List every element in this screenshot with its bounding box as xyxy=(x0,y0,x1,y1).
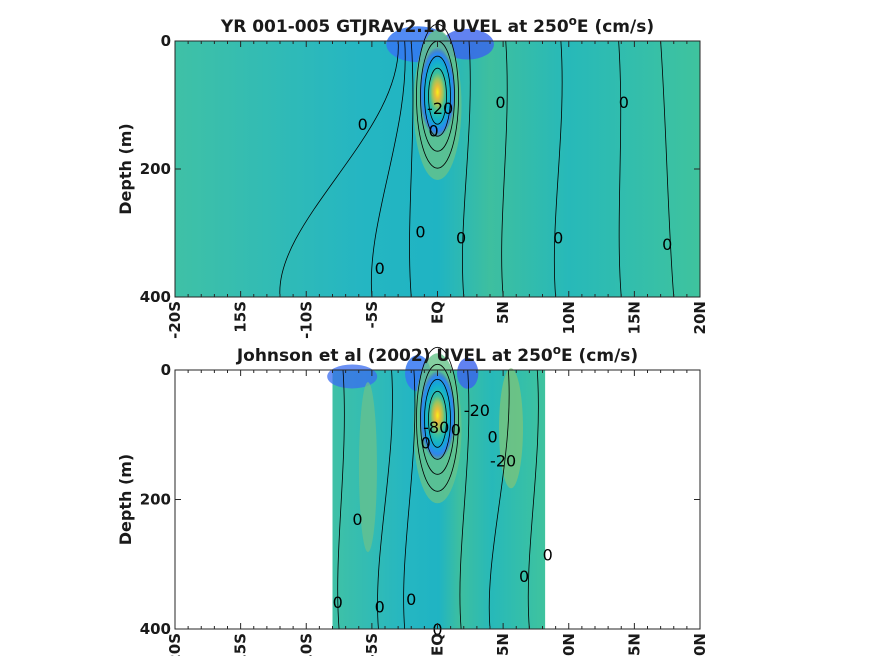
contour-label: 0 xyxy=(543,546,553,565)
x-tick-label: 15N xyxy=(625,301,643,334)
contour-label: 0 xyxy=(495,93,505,112)
x-tick-label: -5S xyxy=(363,301,381,328)
x-tick-label: -20S xyxy=(166,301,184,339)
x-tick-label: -10S xyxy=(297,301,315,339)
contour-label: 0 xyxy=(375,259,385,278)
contour-lines xyxy=(279,23,675,298)
eastward-flow-band xyxy=(358,382,377,553)
contour-line xyxy=(424,55,451,137)
contour-line xyxy=(403,369,416,630)
contour-label: 0 xyxy=(553,228,563,247)
contour-label: 0 xyxy=(662,235,672,254)
contour-lines xyxy=(337,346,539,630)
contour-label: 0 xyxy=(352,510,362,529)
x-tick-label: 15N xyxy=(625,633,643,656)
contour-line xyxy=(416,346,459,492)
x-tick-label: 10N xyxy=(560,301,578,334)
undercurrent-core xyxy=(419,47,456,138)
contour-line xyxy=(553,40,563,298)
contour-label: -20 xyxy=(464,401,490,420)
contour-line xyxy=(337,369,345,630)
y-axis-label: Depth (m) xyxy=(116,454,135,546)
contour-label: 0 xyxy=(415,223,425,242)
x-tick-label: 10N xyxy=(560,633,578,656)
chart-panel-1: 0 -20 0 0 0 0 0 0 0 0 -20S 15S -10S -5S EQ 5N 10N 15N 20N 0… xyxy=(116,14,709,339)
contour-label: 0 xyxy=(488,428,498,447)
contour-line xyxy=(618,40,622,298)
x-tick-label: -5S xyxy=(363,633,381,656)
contour-line xyxy=(428,67,447,125)
x-tick-label: 15S xyxy=(232,301,250,333)
y-tick-label: 400 xyxy=(140,620,171,638)
contour-line xyxy=(459,369,470,630)
y-tick-label: 0 xyxy=(161,32,171,50)
x-tick-label: -10S xyxy=(297,633,315,656)
contour-line xyxy=(462,40,471,298)
contour-label: 0 xyxy=(375,597,385,616)
contour-line xyxy=(420,363,455,475)
westward-flow-lobe xyxy=(441,28,494,60)
y-tick-label: 400 xyxy=(140,288,171,306)
contour-label: 0 xyxy=(421,434,431,453)
contour-label: -20 xyxy=(490,452,516,471)
x-tick-label: 20N xyxy=(691,301,709,334)
contour-line xyxy=(501,40,508,298)
y-axis-label: Depth (m) xyxy=(116,123,135,215)
chart-title: Johnson et al (2002) UVEL at 250oE (cm/s… xyxy=(236,343,638,366)
contour-line xyxy=(428,390,447,448)
contour-label: 0 xyxy=(519,567,529,586)
y-tick-label: 200 xyxy=(140,160,171,178)
contour-label: 0 xyxy=(451,421,461,440)
contour-label: 0 xyxy=(428,122,438,141)
contour-label: 0 xyxy=(456,228,466,247)
undercurrent-core xyxy=(419,370,456,461)
contour-label: 0 xyxy=(358,115,368,134)
x-tick-label: EQ xyxy=(429,633,447,656)
contour-line xyxy=(527,369,539,630)
x-tick-label: 20N xyxy=(691,633,709,656)
x-tick-label: EQ xyxy=(429,301,447,324)
x-tick-label: -20S xyxy=(166,633,184,656)
contour-label: 0 xyxy=(333,593,343,612)
contour-label: 0 xyxy=(406,590,416,609)
contour-label: -20 xyxy=(427,99,453,118)
contour-line xyxy=(409,40,414,298)
x-tick-label: 5N xyxy=(494,633,512,656)
x-tick-label: 15S xyxy=(232,633,250,656)
chart-title: YR 001-005 GTJRAv2.10 UVEL at 250oE (cm/… xyxy=(220,14,654,37)
y-tick-label: 200 xyxy=(140,491,171,509)
contour-line xyxy=(279,40,399,298)
contour-label: -80 xyxy=(423,418,449,437)
contour-label: 0 xyxy=(619,93,629,112)
contour-line xyxy=(660,40,675,298)
contour-line xyxy=(488,369,510,630)
contour-line xyxy=(370,40,406,298)
contour-line xyxy=(416,23,459,169)
contour-line xyxy=(377,369,393,630)
x-tick-label: 5N xyxy=(494,301,512,324)
contour-line xyxy=(424,378,451,460)
y-tick-label: 0 xyxy=(161,361,171,379)
